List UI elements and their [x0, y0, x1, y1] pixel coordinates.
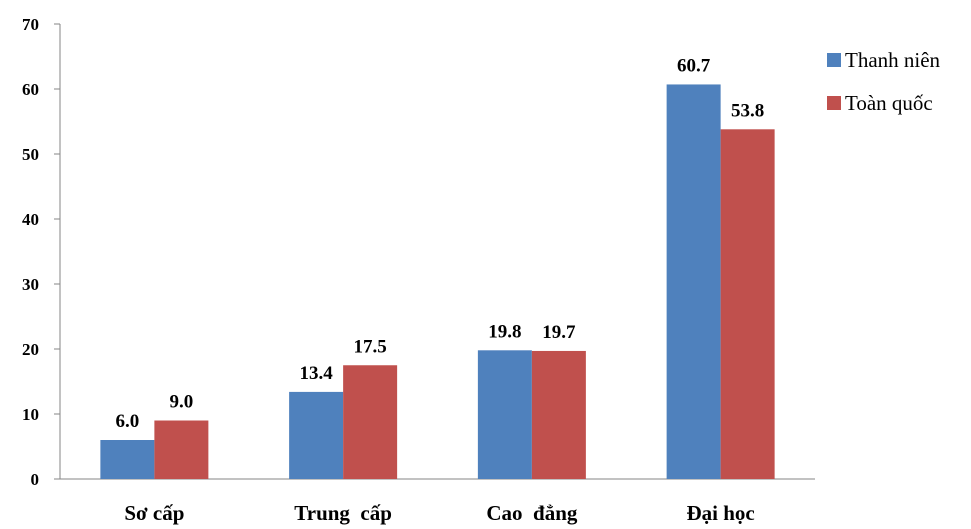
category-label: Đại học: [687, 501, 755, 525]
category-label: Cao đẳng: [486, 501, 578, 525]
y-tick-label: 0: [31, 470, 40, 489]
data-label: 6.0: [116, 411, 140, 432]
y-tick-label: 40: [22, 210, 39, 229]
y-tick-label: 20: [22, 340, 39, 359]
bar-toan-quoc-2: [343, 365, 398, 479]
data-label: 9.0: [170, 392, 194, 413]
data-label: 53.8: [731, 100, 764, 121]
y-tick-label: 60: [22, 80, 39, 99]
bar-thanh-nien-2: [289, 391, 344, 479]
bar-thanh-nien-3: [477, 350, 532, 479]
legend-swatch: [827, 53, 841, 67]
category-label: Trung cấp: [294, 501, 392, 525]
bar-toan-quoc-4: [720, 129, 775, 480]
data-label: 17.5: [354, 336, 387, 357]
category-label: Sơ cấp: [124, 501, 184, 525]
bar-thanh-nien-4: [666, 84, 721, 479]
bar-toan-quoc-3: [531, 350, 586, 479]
legend-label: Toàn quốc: [845, 91, 933, 115]
bar-toan-quoc-1: [154, 420, 209, 479]
y-tick-label: 70: [22, 15, 39, 34]
data-label: 13.4: [300, 363, 334, 384]
data-label: 60.7: [677, 55, 711, 76]
legend: Thanh niên Toàn quốc: [827, 48, 941, 115]
bar-thanh-nien-1: [100, 440, 155, 479]
data-label: 19.7: [542, 322, 576, 343]
legend-label: Thanh niên: [845, 48, 941, 72]
y-tick-label: 30: [22, 275, 39, 294]
y-tick-label: 10: [22, 405, 39, 424]
data-labels: 6.0 9.0 13.4 17.5 19.8 19.7 60.7 53.8: [116, 55, 765, 432]
axes: 0 10 20 30 40 50 60 70 Sơ cấp Trung cấp Cao đẳng Đạ…: [22, 15, 815, 525]
legend-swatch: [827, 96, 841, 110]
y-tick-label: 50: [22, 145, 39, 164]
bars: [100, 84, 775, 480]
data-label: 19.8: [488, 321, 521, 342]
